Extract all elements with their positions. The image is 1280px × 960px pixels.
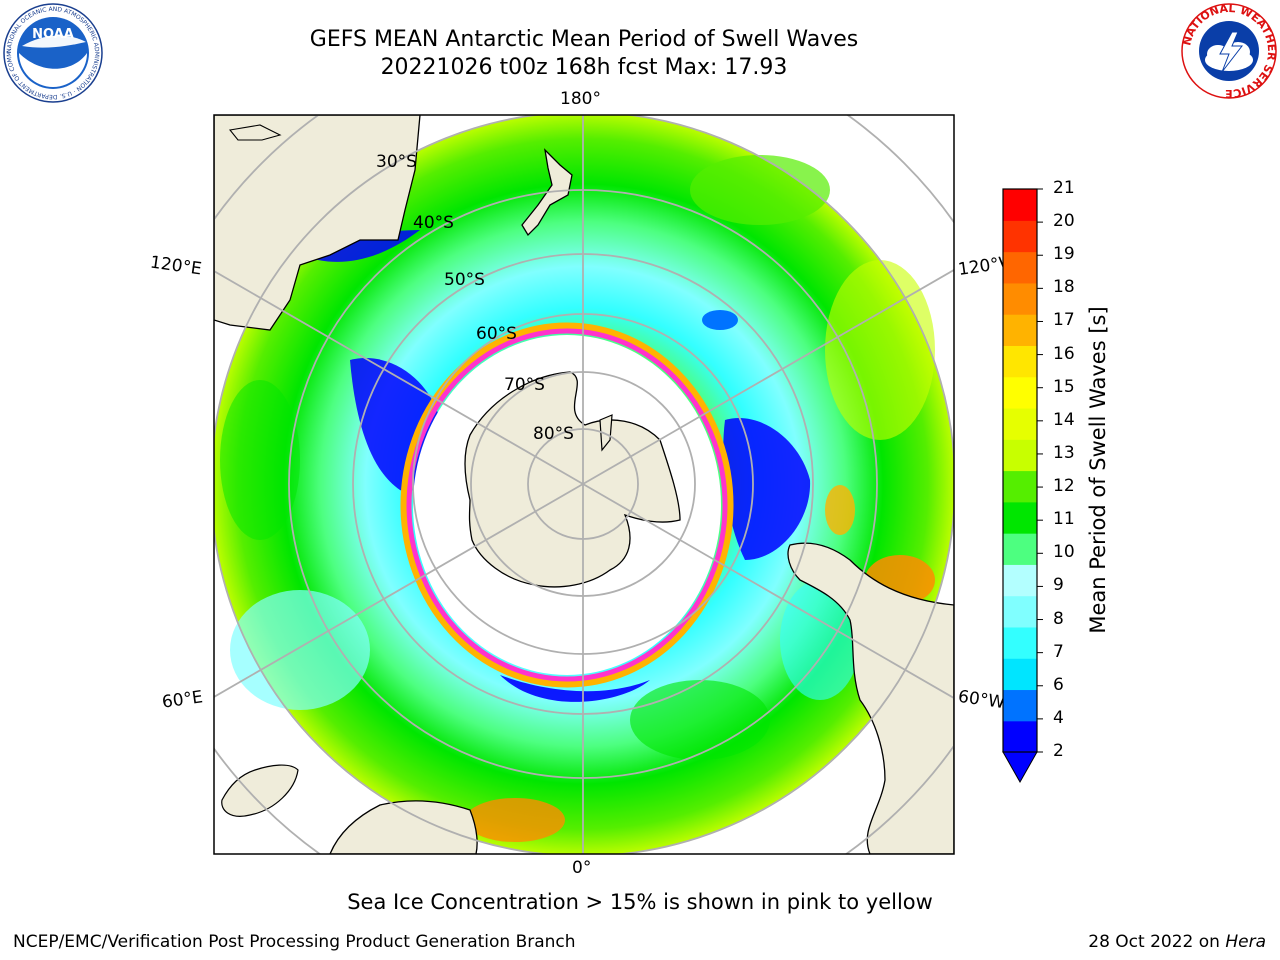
colorbar-tick-label: 20 [1053, 211, 1075, 232]
colorbar-segment [1003, 282, 1037, 315]
chart-title: GEFS MEAN Antarctic Mean Period of Swell… [309, 27, 859, 52]
colorbar-tick-label: 17 [1053, 310, 1075, 331]
colorbar-segment [1003, 501, 1037, 534]
colorbar [1002, 188, 1043, 784]
colorbar-segment [1003, 626, 1037, 659]
colorbar-tick-label: 9 [1053, 575, 1064, 596]
footer-right: 28 Oct 2022 on Hera [1088, 932, 1266, 952]
map-frame [213, 114, 955, 855]
colorbar-segment [1003, 407, 1037, 440]
lat-label-50s: 50°S [444, 270, 485, 290]
colorbar-frame [1002, 188, 1038, 753]
colorbar-label: Mean Period of Swell Waves [s] [1086, 306, 1110, 634]
antarctica [464, 371, 681, 588]
colorbar-segment [1003, 658, 1037, 691]
colorbar-tick-label: 7 [1053, 641, 1064, 662]
colorbar-segment [1003, 533, 1037, 565]
colorbar-segment [1003, 470, 1037, 503]
south-america [787, 542, 954, 854]
colorbar-segment [1003, 720, 1037, 753]
colorbar-segment [1003, 439, 1037, 472]
colorbar-tick-label: 19 [1053, 244, 1075, 265]
colorbar-tick-label: 11 [1053, 509, 1075, 530]
colorbar-tick-label: 4 [1053, 707, 1064, 728]
colorbar-tick-label: 21 [1053, 178, 1075, 198]
colorbar-segment [1003, 220, 1037, 253]
colorbar-segment [1003, 376, 1037, 409]
lat-label-30s: 30°S [376, 152, 417, 172]
colorbar-segment [1003, 689, 1037, 722]
lon-label-0: 0° [572, 858, 592, 878]
colorbar-tick-label: 18 [1053, 277, 1075, 298]
lat-label-40s: 40°S [413, 213, 454, 233]
colorbar-tick-label: 13 [1053, 442, 1075, 463]
lat-label-60s: 60°S [476, 324, 517, 344]
footer-date: 28 Oct 2022 on [1088, 932, 1226, 952]
lon-label-180: 180° [560, 89, 601, 109]
colorbar-segment [1003, 314, 1037, 346]
nws-logo: NATIONAL WEATHER SERVICE [1180, 2, 1278, 100]
colorbar-tick-label: 15 [1053, 376, 1075, 397]
madagascar [221, 764, 299, 817]
colorbar-tick-label: 8 [1053, 608, 1064, 629]
colorbar-segment [1003, 189, 1037, 221]
colorbar-tick-label: 14 [1053, 409, 1075, 430]
sea-ice-edge-outer [400, 322, 734, 688]
lat-label-80s: 80°S [533, 424, 574, 444]
colorbar-segment [1003, 595, 1037, 628]
colorbar-extend-arrow [1002, 751, 1038, 784]
footer-left: NCEP/EMC/Verification Post Processing Pr… [13, 932, 576, 952]
colorbar-segment [1003, 345, 1037, 378]
colorbar-tick-label: 2 [1053, 741, 1064, 761]
footer-host: Hera [1225, 932, 1266, 952]
chart-subtitle: 20221026 t00z 168h fcst Max: 17.93 [380, 55, 788, 80]
colorbar-tick-label: 16 [1053, 343, 1075, 364]
australia [214, 115, 421, 331]
graticule [214, 115, 954, 854]
sea-ice-caption: Sea Ice Concentration > 15% is shown in … [347, 890, 933, 914]
colorbar-tick-label: 12 [1053, 476, 1075, 497]
colorbar-tick-label: 10 [1053, 542, 1075, 563]
noaa-logo-text: NOAA [32, 27, 74, 42]
colorbar-segment [1003, 251, 1037, 284]
lat-label-70s: 70°S [504, 375, 545, 395]
sea-ice-edge [406, 328, 728, 682]
noaa-logo: NATIONAL OCEANIC AND ATMOSPHERIC ADMINIS… [2, 2, 103, 103]
colorbar-tick-label: 6 [1053, 674, 1064, 695]
africa [329, 800, 478, 854]
colorbar-segment [1003, 564, 1037, 597]
